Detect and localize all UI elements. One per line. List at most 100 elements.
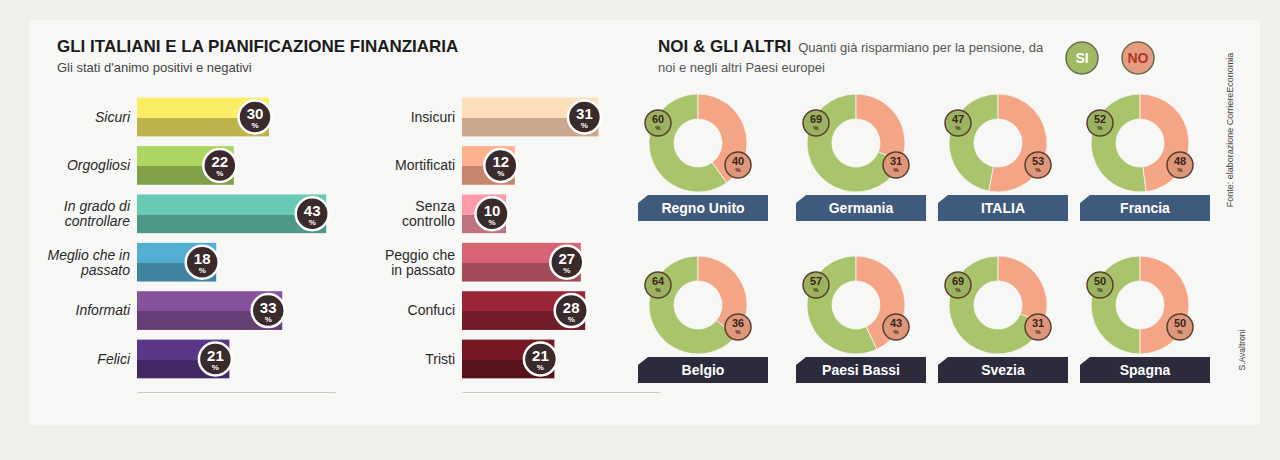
tick: Senzacontrollo	[402, 198, 455, 229]
legend-swatch	[1066, 42, 1098, 74]
category-label: Paesi Bassi	[822, 362, 900, 378]
category-box	[638, 357, 768, 383]
label-badge	[945, 110, 971, 136]
tick-label: Informati	[76, 302, 131, 318]
category-box	[1080, 195, 1210, 221]
data-label: 31%	[890, 155, 902, 173]
data-label: 48%	[1174, 155, 1186, 173]
data-labels: 50% 50%	[1087, 272, 1193, 340]
data-labels: 52%48%	[1087, 110, 1193, 178]
y-axis: SicuriOrgogliosiIn grado dicontrollareMe…	[48, 109, 131, 367]
title: NOI & GLI ALTRI	[658, 37, 791, 56]
label-badge	[296, 197, 329, 230]
x-axis	[138, 392, 336, 393]
tick: Tristi	[425, 351, 455, 367]
label-badge	[252, 294, 285, 327]
category-label: Regno Unito	[661, 200, 744, 216]
data-label: 36%	[732, 317, 744, 335]
data-label: 10%	[484, 202, 501, 227]
data-label: 31%	[1032, 317, 1044, 335]
tick-label: Insicuri	[411, 109, 455, 125]
data-labels: 69%31%	[945, 272, 1051, 340]
label-badge	[555, 294, 588, 327]
label-badge	[725, 152, 751, 178]
category-label: Spagna	[1120, 362, 1171, 378]
donut-slice	[856, 94, 905, 161]
data-labels: 47%53%	[945, 110, 1051, 178]
donut-slice	[1091, 256, 1140, 354]
tick-label: Peggio chein passato	[385, 247, 455, 278]
label-badge	[645, 272, 671, 298]
axis-line	[463, 392, 661, 393]
category-box	[938, 357, 1068, 383]
donut-slice	[698, 94, 747, 183]
subtitle: Gli stati d'animo positivi e negativi	[57, 60, 252, 75]
tick: Insicuri	[411, 109, 455, 125]
tick: Orgogliosi	[67, 157, 131, 173]
legend: SINO	[1066, 42, 1154, 74]
donut-panel: NOI & GLI ALTRIQuanti già risparmiano pe…	[638, 37, 1247, 383]
tick: In grado dicontrollare	[64, 198, 131, 229]
data-label: 43%	[890, 317, 902, 335]
data-label: 30%	[247, 105, 264, 130]
bar-panel: Insicuri Mortificati Senzacontrollo Peggio …	[385, 98, 661, 393]
tick-label: Senzacontrollo	[402, 198, 455, 229]
category-label: ITALIA	[981, 200, 1025, 216]
tick: Peggio chein passato	[385, 247, 455, 278]
label-badge	[1025, 152, 1051, 178]
subtitle: Quanti già risparmiano per la pensione, …	[658, 40, 1044, 75]
tick-label: Mortificati	[395, 157, 455, 173]
tick-label: In grado dicontrollare	[64, 198, 131, 229]
data-labels: 31%12%10%27%28%21%	[476, 101, 601, 376]
legend-swatch	[1122, 42, 1154, 74]
label-badge	[203, 149, 236, 182]
donut-slice	[1091, 94, 1146, 192]
tick: Informati	[76, 302, 131, 318]
bars	[462, 98, 598, 379]
tick: Confuci	[408, 302, 455, 318]
legend-label: NO	[1128, 50, 1149, 66]
tick-label: Meglio che inpassato	[48, 247, 131, 278]
data-label: 22%	[211, 153, 228, 178]
label-badge	[568, 101, 601, 134]
label-badge	[1167, 314, 1193, 340]
label-badge	[186, 246, 219, 279]
data-label: 40%	[732, 155, 744, 173]
data-label: 21%	[207, 347, 224, 372]
canvas: GLI ITALIANI E LA PIANIFICAZIONE FINANZI…	[0, 0, 1280, 460]
label-badge	[945, 272, 971, 298]
title: GLI ITALIANI E LA PIANIFICAZIONE FINANZI…	[57, 37, 458, 56]
data-label: 33%	[260, 299, 277, 324]
label-badge	[883, 152, 909, 178]
data-label: 43%	[304, 202, 321, 227]
data-labels: 57%43%	[803, 272, 909, 340]
data-labels: 64%36%	[645, 272, 751, 340]
background	[0, 0, 1280, 460]
label-badge	[803, 272, 829, 298]
data-label: 69%	[810, 113, 822, 131]
tick-label: Confuci	[408, 302, 455, 318]
donut-slice	[998, 256, 1047, 323]
bar-panel: GLI ITALIANI E LA PIANIFICAZIONE FINANZI…	[48, 37, 459, 393]
tick: Meglio che inpassato	[48, 247, 131, 278]
data-label: 18%	[194, 250, 211, 275]
category-box	[796, 195, 926, 221]
data-label: 28%	[563, 299, 580, 324]
data-label: 60%	[652, 113, 664, 131]
label-badge	[883, 314, 909, 340]
bars	[137, 98, 326, 379]
tick: Mortificati	[395, 157, 455, 173]
label-badge	[199, 342, 232, 375]
data-label: 50%	[1174, 317, 1186, 335]
annotation: S.Avaltroni	[1237, 329, 1247, 370]
label-badge	[1025, 314, 1051, 340]
tick-label: Orgogliosi	[67, 157, 131, 173]
category-box	[638, 195, 768, 221]
label-badge	[550, 246, 583, 279]
tick-label: Felici	[97, 351, 131, 367]
label-badge	[484, 149, 517, 182]
label-badge	[645, 110, 671, 136]
donut-slice	[949, 94, 998, 191]
data-label: 50%	[1094, 275, 1106, 293]
category-label: Belgio	[682, 362, 725, 378]
